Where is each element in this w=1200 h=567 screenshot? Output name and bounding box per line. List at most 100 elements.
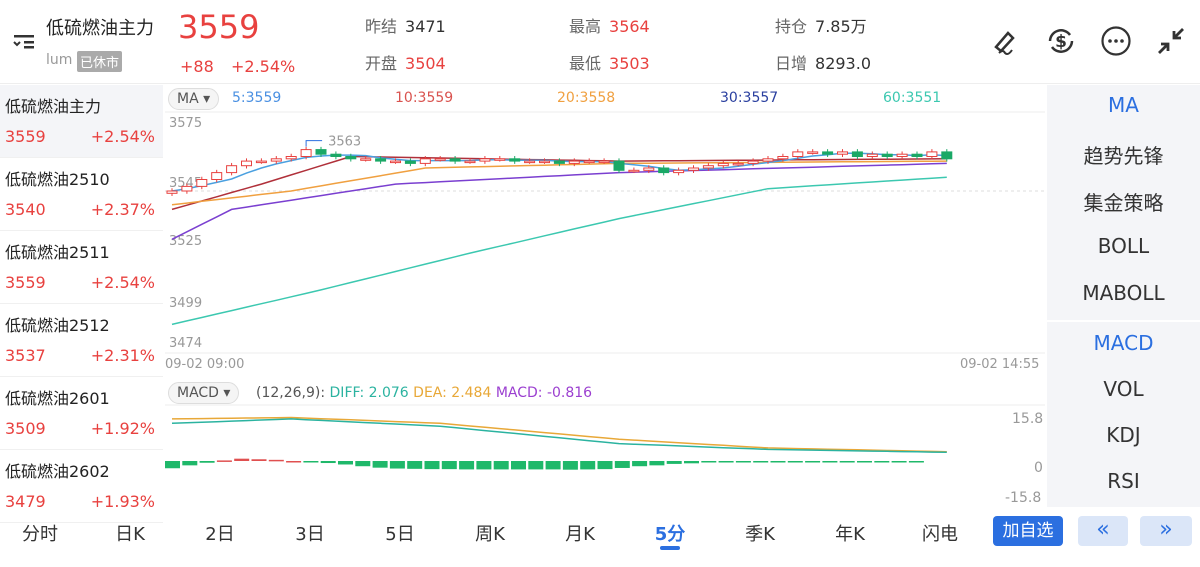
candle xyxy=(285,156,297,160)
period-tab[interactable]: 年K xyxy=(835,524,865,545)
period-tab[interactable]: 3日 xyxy=(295,524,325,545)
macd-bar xyxy=(511,461,526,470)
period-tab[interactable]: 5分 xyxy=(654,524,686,545)
high-marker-line xyxy=(305,140,323,147)
contract-name: 低硫燃油2602 xyxy=(5,462,110,481)
candlestick-chart[interactable]: 3563 xyxy=(0,0,1047,380)
candle xyxy=(747,160,759,164)
candle xyxy=(479,158,491,162)
candle xyxy=(777,156,789,160)
candle xyxy=(539,160,550,164)
stat-value: 8293.0 xyxy=(815,54,871,73)
indicator-select-ma[interactable]: MA ▾ xyxy=(168,88,220,110)
candle xyxy=(553,160,565,164)
contract-list-item[interactable]: 低硫燃油2602 3479 +1.93% xyxy=(0,450,163,523)
candle xyxy=(732,162,744,166)
candle xyxy=(196,179,208,187)
macd-bar xyxy=(251,459,267,461)
ma60-line xyxy=(171,176,947,326)
candle xyxy=(598,160,610,164)
contract-list-item[interactable]: 低硫燃油2510 3540 +2.37% xyxy=(0,158,163,231)
dea-line xyxy=(171,416,947,453)
candle xyxy=(837,151,848,155)
indicator-option[interactable]: MA xyxy=(1108,93,1139,117)
candle xyxy=(390,160,401,164)
macd-legend: (12,26,9): DIFF: 2.076 DEA: 2.484 MACD: … xyxy=(256,385,592,401)
sub-indicator-option[interactable]: KDJ xyxy=(1106,423,1141,447)
indicator-option[interactable]: MABOLL xyxy=(1082,281,1165,305)
candle xyxy=(419,158,431,164)
candle xyxy=(166,190,178,194)
macd-bar xyxy=(528,461,544,470)
ma30-line xyxy=(171,162,947,240)
active-tab-indicator xyxy=(660,546,680,550)
menu-icon[interactable] xyxy=(12,32,36,52)
macd-y-zero: 0 xyxy=(1034,460,1043,476)
stat-label: 持仓 xyxy=(775,17,808,36)
period-tab[interactable]: 2日 xyxy=(205,524,235,545)
macd-bar xyxy=(874,461,890,463)
macd-bar xyxy=(182,461,198,466)
last-price: 3559 xyxy=(178,8,260,46)
macd-chart[interactable] xyxy=(0,0,1047,510)
period-tab[interactable]: 季K xyxy=(745,524,775,545)
macd-bar xyxy=(165,461,180,469)
contract-list-item[interactable]: 低硫燃油2512 3537 +2.31% xyxy=(0,304,163,377)
period-tab[interactable]: 5日 xyxy=(385,524,415,545)
indicator-select-macd[interactable]: MACD ▾ xyxy=(168,382,240,404)
macd-bar xyxy=(735,461,751,463)
ma-legend-item: 60:3551 xyxy=(883,90,942,106)
contract-name: 低硫燃油2511 xyxy=(5,243,110,262)
stat-label: 昨结 xyxy=(365,17,398,36)
period-tab[interactable]: 闪电 xyxy=(922,524,958,545)
macd-bar xyxy=(718,461,734,463)
period-tab[interactable]: 周K xyxy=(475,524,505,545)
macd-bar xyxy=(908,461,924,463)
add-watchlist-button[interactable]: 加自选 xyxy=(993,516,1063,546)
contract-price: 3559 xyxy=(5,127,46,146)
ma-legend-item: 20:3558 xyxy=(557,90,616,106)
candle xyxy=(673,169,685,174)
contract-list-item[interactable]: 低硫燃油主力 3559 +2.54% xyxy=(0,85,163,158)
period-tab[interactable]: 日K xyxy=(115,524,145,545)
macd-bar xyxy=(580,461,596,470)
contract-list-item[interactable]: 低硫燃油2511 3559 +2.54% xyxy=(0,231,163,304)
sub-indicator-option[interactable]: VOL xyxy=(1103,377,1144,401)
divider xyxy=(1047,320,1200,322)
macd-bar xyxy=(770,461,786,463)
macd-bar xyxy=(822,461,838,463)
stat-value: 3504 xyxy=(405,54,446,73)
candle xyxy=(509,158,521,162)
candle xyxy=(375,158,387,162)
candle xyxy=(255,160,267,164)
contract-list-item[interactable]: 低硫燃油2601 3509 +1.92% xyxy=(0,377,163,450)
macd-bar xyxy=(216,460,232,462)
ma-legend-item: 5:3559 xyxy=(232,90,282,106)
sub-indicator-option[interactable]: MACD xyxy=(1093,331,1154,355)
contract-change-pct: +1.93% xyxy=(90,492,155,511)
prev-button[interactable]: « xyxy=(1078,516,1128,546)
period-tab[interactable]: 月K xyxy=(565,524,595,545)
stat-item: 持仓 7.85万 xyxy=(775,13,867,37)
macd-bar xyxy=(684,461,699,464)
diff-line xyxy=(171,418,947,454)
contract-name: 低硫燃油2601 xyxy=(5,389,110,408)
candle xyxy=(941,151,953,160)
draw-pen-icon[interactable] xyxy=(990,25,1022,61)
currency-exchange-icon[interactable]: $ xyxy=(1044,24,1078,62)
macd-diff: DIFF: 2.076 xyxy=(329,385,409,401)
period-tab[interactable]: 分时 xyxy=(22,524,58,545)
sub-indicator-option[interactable]: RSI xyxy=(1107,469,1140,493)
indicator-option[interactable]: 集金策略 xyxy=(1083,191,1164,215)
macd-bar xyxy=(476,461,492,470)
contract-price: 3559 xyxy=(5,273,46,292)
next-button[interactable]: » xyxy=(1140,516,1192,546)
more-icon[interactable] xyxy=(1100,25,1132,61)
candle xyxy=(270,158,282,162)
indicator-option[interactable]: BOLL xyxy=(1097,234,1150,258)
indicator-option[interactable]: 趋势先锋 xyxy=(1083,144,1164,168)
macd-bar xyxy=(234,458,250,461)
collapse-arrows-icon[interactable] xyxy=(1155,25,1187,61)
macd-bar xyxy=(701,461,717,463)
status-badge: 已休市 xyxy=(77,51,123,72)
